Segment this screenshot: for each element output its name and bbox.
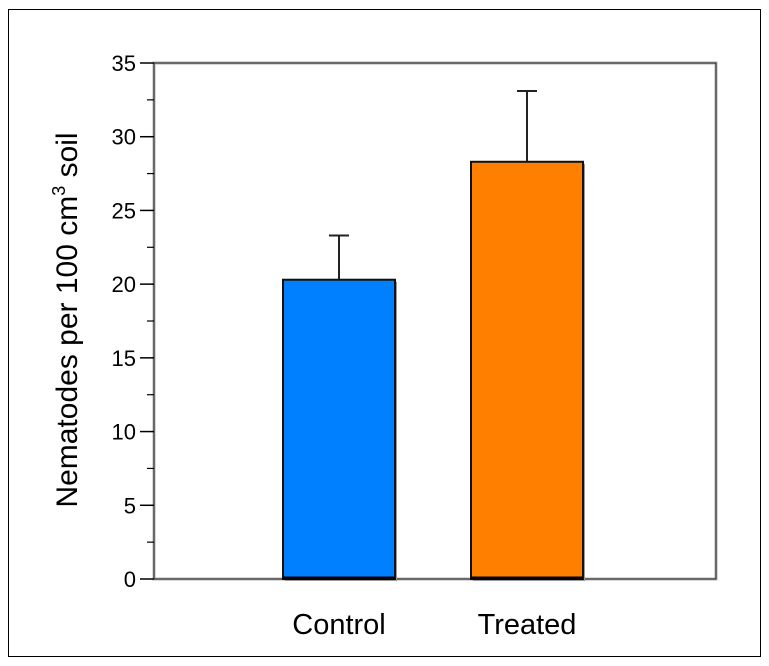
plot-frame bbox=[153, 62, 717, 580]
y-tick-label: 20 bbox=[112, 272, 136, 297]
x-axis-labels: Control Treated bbox=[292, 609, 576, 641]
x-category-label: Control bbox=[292, 609, 386, 641]
plot-area bbox=[152, 61, 718, 581]
y-axis-title-main: Nematodes per 100 cm bbox=[51, 196, 84, 508]
bar-treated bbox=[470, 160, 584, 581]
y-tick-label: 5 bbox=[124, 493, 136, 518]
x-category-label: Treated bbox=[478, 609, 577, 641]
y-tick-label: 0 bbox=[124, 567, 136, 592]
bar-control bbox=[282, 278, 396, 580]
plot-frame-shadow bbox=[152, 61, 718, 581]
y-tick-label: 10 bbox=[112, 420, 136, 445]
y-tick-label: 25 bbox=[112, 198, 136, 223]
y-axis-title-superscript: 3 bbox=[49, 186, 69, 196]
bars bbox=[282, 90, 585, 581]
y-axis-ticks: 0 5 10 15 20 25 30 35 bbox=[112, 51, 154, 592]
y-axis-title: Nematodes per 100 cm3 soil bbox=[49, 132, 84, 507]
y-tick-label: 35 bbox=[112, 51, 136, 76]
y-axis-title-suffix: soil bbox=[51, 132, 84, 185]
y-tick-label: 30 bbox=[112, 125, 136, 150]
y-tick-label: 15 bbox=[112, 346, 136, 371]
